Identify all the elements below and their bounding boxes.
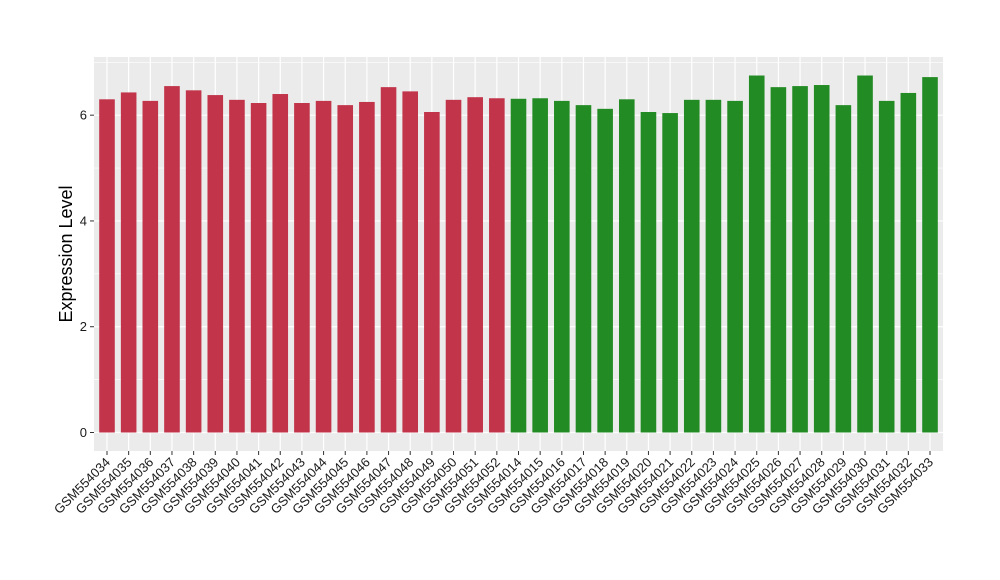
bar-GSM554045 [337,105,354,433]
bar-GSM554027 [792,86,808,433]
bar-GSM554024 [727,100,743,433]
bar-GSM554039 [207,95,224,433]
bar-GSM554014 [510,98,527,433]
bar-GSM554026 [770,87,787,433]
bar-GSM554020 [640,112,657,433]
bar-GSM554034 [99,99,115,433]
x-axis: GSM554034GSM554035GSM554036GSM554037GSM5… [51,451,936,517]
bar-GSM554015 [532,98,548,433]
bars [99,75,938,433]
bar-GSM554032 [900,92,917,433]
bar-GSM554052 [489,98,505,433]
y-tick-label: 4 [80,213,87,228]
bar-GSM554047 [380,87,397,433]
bar-GSM554041 [250,103,267,433]
y-axis-title: Expression Level [56,185,76,322]
bar-GSM554035 [120,92,137,433]
bar-GSM554040 [229,99,245,433]
y-tick-label: 0 [80,425,87,440]
bar-GSM554051 [467,97,483,433]
bar-GSM554044 [315,100,332,433]
bar-GSM554023 [705,99,722,433]
bar-GSM554017 [575,105,592,433]
bar-GSM554022 [683,99,700,433]
bar-GSM554028 [813,85,830,433]
bar-GSM554018 [597,108,613,433]
bar-GSM554038 [185,90,202,433]
bar-GSM554050 [445,99,462,433]
bar-GSM554046 [359,101,375,433]
bar-GSM554049 [424,112,440,433]
bar-GSM554036 [142,100,159,433]
bar-GSM554042 [272,94,289,433]
y-tick-label: 2 [80,319,87,334]
bar-GSM554016 [554,100,570,433]
bar-GSM554025 [748,75,765,433]
bar-GSM554031 [878,100,895,433]
bar-GSM554037 [164,86,180,433]
bar-GSM554021 [662,113,678,433]
bar-GSM554019 [618,99,635,433]
y-axis: 0 2 4 6 [80,108,94,440]
y-tick-label: 6 [80,108,87,123]
bar-GSM554029 [835,105,852,433]
bar-GSM554030 [857,75,873,433]
bar-GSM554048 [402,91,419,433]
bar-GSM554043 [294,103,310,433]
bar-GSM554033 [922,77,938,433]
